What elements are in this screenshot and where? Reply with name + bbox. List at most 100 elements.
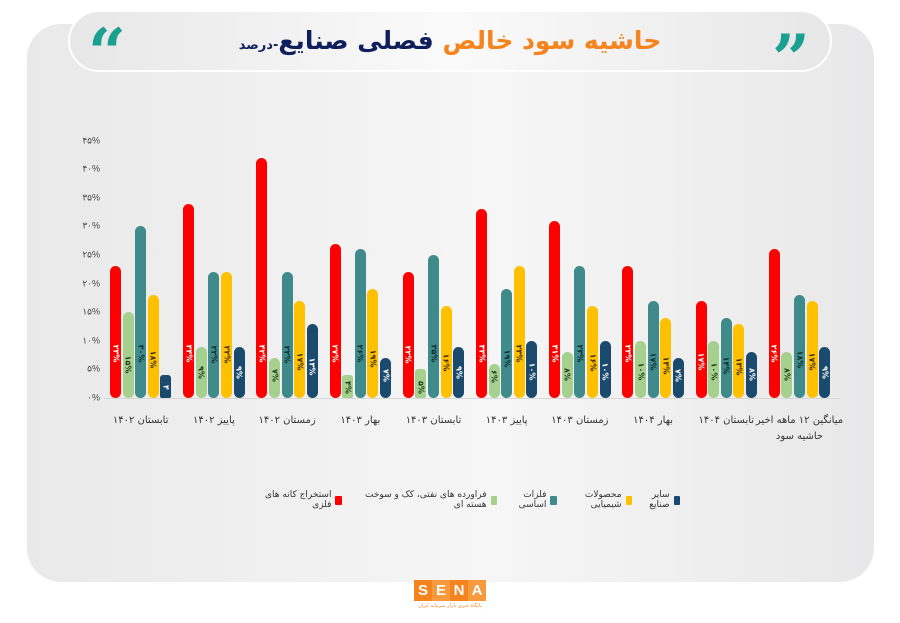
bar[interactable]: ۱۸%: [794, 295, 805, 398]
bar-value-label: ۲۳%: [623, 344, 633, 363]
bar[interactable]: ۲۵%: [428, 255, 439, 398]
bar[interactable]: ۸%: [561, 352, 573, 398]
bar-value-label: ۲۲%: [403, 345, 413, 363]
legend-item[interactable]: استخراج کانه های فلزی: [250, 490, 342, 510]
bar[interactable]: ۱۸%: [147, 295, 159, 398]
x-label-line: تابستان ۱۴۰۲: [112, 415, 169, 426]
bar-value-label: ۲۳%: [111, 344, 120, 363]
bar[interactable]: ۱۵%: [122, 312, 134, 398]
bar-value-label: ۱۷%: [648, 352, 658, 371]
bar[interactable]: ۱۰%: [526, 340, 538, 398]
bar[interactable]: ۱۴%: [720, 317, 732, 398]
bar[interactable]: ۴: [160, 375, 172, 398]
bar[interactable]: ۴۲%: [256, 157, 268, 398]
x-axis-category-label: تابستان ۱۴۰۳: [389, 413, 479, 429]
bar[interactable]: ۷%: [269, 357, 280, 398]
bar-value-label: ۲۵%: [429, 344, 438, 363]
x-label-line: پاییز ۱۴۰۲: [192, 415, 235, 426]
bar[interactable]: ۳۱%: [549, 220, 561, 398]
bar[interactable]: ۳۳%: [476, 209, 487, 398]
bar[interactable]: ۱۶%: [587, 306, 598, 398]
bar[interactable]: ۳۴%: [183, 203, 195, 398]
y-tick-label: ۱۰%: [82, 335, 100, 346]
bar[interactable]: ۱۰%: [708, 340, 720, 398]
bar-value-label: ۱۰%: [709, 362, 719, 381]
x-label-line: تابستان ۱۴۰۳: [405, 415, 462, 426]
legend-swatch-icon: [673, 495, 680, 505]
bar-value-label: ۱۸%: [148, 350, 158, 369]
x-axis-category-label: بهار ۱۴۰۳: [315, 413, 405, 429]
bar[interactable]: ۹%: [195, 346, 207, 398]
bar-value-label: ۱۴%: [721, 356, 731, 375]
legend: سایر صنایع محصولات شیمیایی فلزات اساسی فراو…: [250, 490, 680, 510]
bar[interactable]: ۱۳%: [733, 323, 745, 398]
legend-item[interactable]: فراورده های نفتی، کک و سوخت هسته ای: [342, 490, 497, 510]
bar[interactable]: ۲۳%: [110, 266, 121, 398]
bar[interactable]: ۲۲%: [281, 272, 293, 398]
bar-value-label: ۴: [161, 385, 171, 390]
bar[interactable]: ۹%: [819, 346, 831, 398]
bar[interactable]: ۱۳%: [306, 323, 318, 398]
bar[interactable]: ۸%: [781, 352, 793, 398]
bar[interactable]: ۶%: [488, 363, 500, 398]
y-tick-label: ۴۰%: [82, 163, 100, 174]
bar[interactable]: ۲۳%: [574, 266, 586, 398]
bar[interactable]: ۲۳%: [622, 266, 634, 398]
bar[interactable]: ۵%: [415, 369, 427, 398]
bar[interactable]: ۸%: [746, 352, 757, 398]
bar-value-label: ۱۷%: [696, 352, 706, 371]
bar[interactable]: ۲۷%: [329, 243, 341, 398]
y-tick-label: ۱۵%: [82, 306, 100, 317]
bar[interactable]: ۱۶%: [440, 306, 452, 398]
bar-value-label: ۱۸%: [795, 350, 804, 369]
legend-swatch-icon: [335, 495, 342, 505]
bar-value-label: ۳۴%: [184, 344, 194, 363]
bar[interactable]: ۲۲%: [221, 272, 232, 398]
logo-letter: A: [468, 580, 486, 601]
x-label-line: زمستان ۱۴۰۲: [258, 415, 316, 426]
bar[interactable]: ۱۷%: [695, 300, 707, 398]
y-tick-label: ۲۰%: [82, 278, 100, 289]
bar[interactable]: ۱۷%: [806, 300, 818, 398]
x-label-line: حاشیه سود: [775, 431, 824, 442]
legend-label: سایر صنایع: [649, 490, 670, 510]
bar[interactable]: ۱۰%: [635, 340, 646, 398]
legend-item[interactable]: فلزات اساسی: [497, 490, 557, 510]
bar[interactable]: ۲۶%: [768, 249, 780, 398]
bar[interactable]: ۷%: [672, 357, 684, 398]
x-axis-category-label: میانگین ۱۲ ماهه اخیر حاشیه سود: [755, 413, 845, 445]
legend-label: استخراج کانه های فلزی: [265, 490, 332, 510]
bar[interactable]: ۱۷%: [294, 300, 306, 398]
bar-value-label: ۲۶%: [769, 344, 779, 363]
bar[interactable]: ۲۳%: [513, 266, 525, 398]
x-axis-category-label: پاییز ۱۴۰۳: [462, 413, 552, 429]
bar-value-label: ۳۰%: [136, 344, 146, 363]
bar[interactable]: ۴%: [342, 375, 354, 398]
legend-item[interactable]: سایر صنایع: [632, 490, 680, 510]
bar-value-label: ۲۲%: [209, 345, 219, 363]
bar[interactable]: ۲۲%: [402, 272, 414, 398]
bar-value-label: ۳۳%: [477, 344, 486, 363]
x-axis-baseline: [104, 398, 840, 399]
legend-item[interactable]: محصولات شیمیایی: [557, 490, 633, 510]
bar[interactable]: ۲۶%: [354, 249, 366, 398]
bar[interactable]: ۱۰%: [599, 340, 611, 398]
bar[interactable]: ۱۷%: [647, 300, 659, 398]
bar[interactable]: ۷%: [380, 357, 391, 398]
bar-value-label: ۹%: [820, 366, 830, 380]
bar[interactable]: ۱۹%: [367, 289, 379, 398]
x-label-line: بهار ۱۴۰۴: [633, 415, 674, 426]
bar-value-label: ۹%: [234, 366, 244, 380]
bar[interactable]: ۱۴%: [660, 317, 672, 398]
bar[interactable]: ۲۲%: [208, 272, 220, 398]
title-banner: “ حاشیه سود خالص فصلی صنایع-درصد ”: [68, 10, 832, 92]
title-part-orange: حاشیه سود خالص: [442, 26, 662, 55]
bar[interactable]: ۹%: [453, 346, 465, 398]
legend-swatch-icon: [625, 495, 633, 505]
bar[interactable]: ۹%: [233, 346, 245, 398]
bar-value-label: ۸%: [562, 367, 572, 381]
bar[interactable]: ۳۰%: [135, 226, 147, 398]
close-quote-icon: ”: [772, 20, 810, 98]
bar-value-label: ۲۶%: [355, 344, 365, 363]
bar[interactable]: ۱۹%: [501, 289, 513, 398]
